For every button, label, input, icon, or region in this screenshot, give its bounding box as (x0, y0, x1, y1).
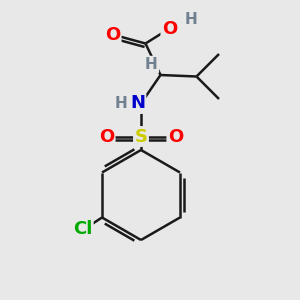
Text: O: O (99, 128, 114, 146)
Text: H: H (184, 12, 197, 27)
Text: O: O (168, 128, 183, 146)
Text: S: S (134, 128, 148, 146)
Text: O: O (105, 26, 120, 44)
Text: H: H (115, 96, 128, 111)
Text: O: O (162, 20, 177, 38)
Text: Cl: Cl (73, 220, 92, 238)
Text: H: H (145, 57, 158, 72)
Text: N: N (130, 94, 145, 112)
